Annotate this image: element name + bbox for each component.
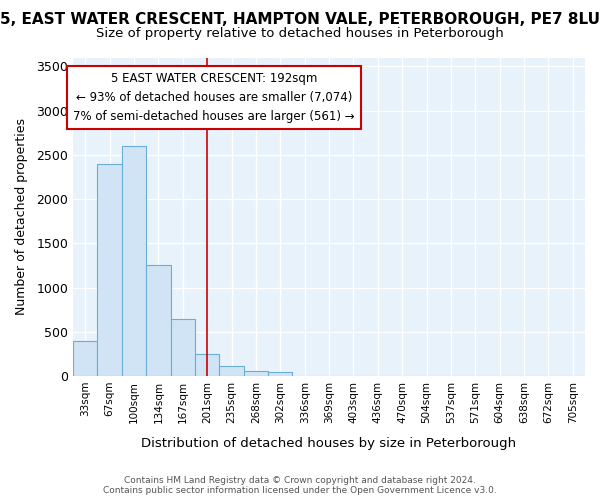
Text: Contains HM Land Registry data © Crown copyright and database right 2024.
Contai: Contains HM Land Registry data © Crown c…	[103, 476, 497, 495]
Y-axis label: Number of detached properties: Number of detached properties	[15, 118, 28, 316]
Bar	[268, 372, 292, 376]
Bar	[97, 164, 122, 376]
Bar	[220, 366, 244, 376]
Bar	[122, 146, 146, 376]
Text: 5, EAST WATER CRESCENT, HAMPTON VALE, PETERBOROUGH, PE7 8LU: 5, EAST WATER CRESCENT, HAMPTON VALE, PE…	[0, 12, 600, 28]
Text: 5 EAST WATER CRESCENT: 192sqm
← 93% of detached houses are smaller (7,074)
7% of: 5 EAST WATER CRESCENT: 192sqm ← 93% of d…	[73, 72, 355, 123]
Bar	[195, 354, 220, 376]
Bar	[146, 266, 170, 376]
Bar	[73, 340, 97, 376]
Bar	[244, 372, 268, 376]
Text: Size of property relative to detached houses in Peterborough: Size of property relative to detached ho…	[96, 28, 504, 40]
X-axis label: Distribution of detached houses by size in Peterborough: Distribution of detached houses by size …	[142, 437, 517, 450]
Bar	[170, 318, 195, 376]
